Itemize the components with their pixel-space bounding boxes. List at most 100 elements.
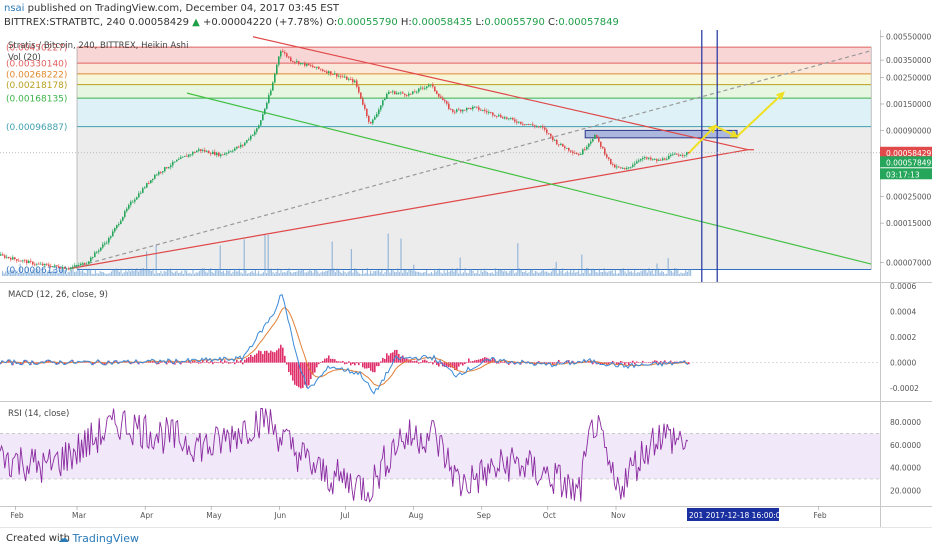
macd-pane[interactable] [0, 283, 880, 401]
volume-bar [240, 273, 241, 276]
volume-bar [285, 272, 286, 276]
candle-body [250, 136, 252, 139]
macd-histogram-bar [296, 362, 298, 386]
candle-body [314, 67, 316, 68]
volume-bar [416, 272, 417, 276]
candle-body [396, 93, 398, 94]
candle-body [44, 264, 46, 265]
time-tick-label: May [206, 511, 222, 520]
volume-bar [287, 271, 288, 276]
macd-histogram-bar [666, 362, 668, 363]
volume-bar [282, 273, 283, 276]
candle-body [20, 261, 22, 262]
candle-body [278, 56, 280, 64]
cursor-date-text: 201 2017-12-18 16:00:00 [689, 511, 786, 520]
candle-body [174, 162, 176, 163]
candle-body [468, 108, 470, 109]
volume-bar [4, 273, 5, 276]
macd-histogram-bar [628, 362, 630, 365]
volume-bar [138, 272, 139, 276]
candle-body [194, 152, 196, 153]
fibonacci-retracement[interactable]: (0.00450227)(0.00330140)(0.00268222)(0.0… [6, 44, 871, 276]
candle-body [452, 109, 454, 111]
change-up-icon: ▲ [192, 17, 200, 28]
macd-title: MACD (12, 26, close, 9) [8, 290, 108, 300]
candle-body [226, 153, 228, 154]
volume-bar [216, 270, 217, 276]
candle-body [492, 113, 494, 116]
volume-bar [160, 271, 161, 276]
volume-bar [220, 245, 221, 276]
candle-body [602, 147, 604, 149]
macd-histogram-bar [426, 361, 428, 363]
candle-body [660, 160, 662, 161]
candle-body [208, 151, 210, 153]
macd-histogram-bar [554, 362, 556, 363]
volume-bar [343, 271, 344, 276]
macd-histogram-bar [560, 362, 562, 363]
volume-bar [559, 269, 560, 276]
candle-body [560, 144, 562, 145]
volume-bar [248, 273, 249, 276]
candle-body [418, 89, 420, 92]
candle-body [372, 120, 374, 124]
volume-bar [572, 273, 573, 276]
volume-bar [280, 270, 281, 276]
macd-histogram-bar [418, 362, 420, 363]
candle-body [612, 164, 614, 165]
volume-bar [490, 273, 491, 276]
tradingview-logo[interactable]: ☁ TradingView [58, 532, 139, 545]
macd-histogram-bar [212, 362, 214, 364]
volume-bar [560, 271, 561, 276]
chart-canvas[interactable]: (0.00450227)(0.00330140)(0.00268222)(0.0… [0, 30, 932, 527]
candle-body [322, 70, 324, 71]
macd-histogram-bar [292, 362, 294, 380]
candle-body [486, 111, 488, 112]
candle-body [104, 243, 106, 244]
volume-bar [242, 274, 243, 276]
volume-bar [276, 272, 277, 276]
candle-body [596, 135, 598, 137]
candle-body [16, 259, 18, 261]
candle-body [680, 155, 682, 156]
volume-bar [551, 272, 552, 276]
candle-body [110, 236, 112, 238]
candle-body [474, 107, 476, 108]
volume-bar [660, 273, 661, 276]
candle-body [496, 116, 498, 117]
candle-body [48, 265, 50, 266]
volume-bar [626, 273, 627, 276]
volume-bar [552, 268, 553, 276]
volume-bar [23, 273, 24, 276]
volume-bar [514, 273, 515, 276]
volume-bar [620, 270, 621, 276]
candle-body [618, 167, 620, 168]
author-link[interactable]: nsai [4, 3, 24, 14]
last-price: 0.00058429 [129, 17, 189, 28]
volume-bar [645, 269, 646, 276]
volume-bar [402, 273, 403, 276]
volume-bar [564, 273, 565, 276]
volume-bar [576, 272, 577, 276]
candle-body [54, 265, 56, 266]
candle-body [358, 87, 360, 93]
volume-bar [64, 270, 65, 276]
macd-histogram-bar [250, 355, 252, 363]
candle-body [8, 257, 10, 258]
volume-bar [445, 273, 446, 276]
candle-body [532, 124, 534, 125]
candle-body [334, 73, 336, 74]
volume-bar [616, 274, 617, 276]
candle-body [66, 269, 68, 270]
candle-body [604, 148, 606, 154]
volume-bar [496, 272, 497, 276]
volume-bar [20, 264, 21, 276]
macd-histogram-bar [288, 362, 290, 372]
symbol-label: BITTREX:STRATBTC, 240 [4, 17, 125, 28]
volume-bar [618, 273, 619, 276]
volume-bar [413, 265, 414, 276]
candle-body [514, 119, 516, 121]
candle-body [472, 107, 474, 109]
volume-bar [336, 269, 337, 276]
candle-body [50, 266, 52, 267]
